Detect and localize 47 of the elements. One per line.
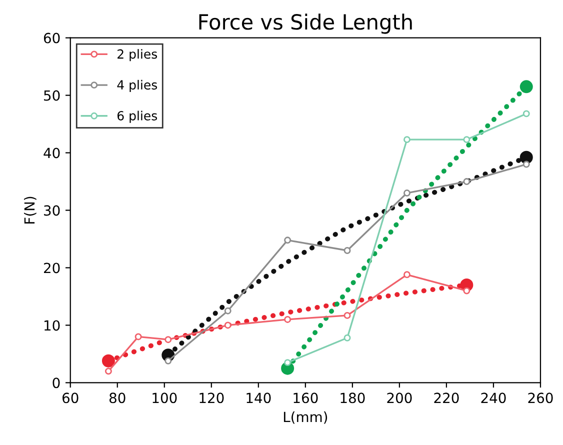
- point: [404, 271, 410, 278]
- legend-label: 4 plies: [117, 80, 158, 92]
- point: [284, 359, 292, 366]
- y-tick-label: 60: [44, 32, 60, 44]
- y-axis-title: F(N): [24, 196, 36, 224]
- point: [463, 287, 470, 294]
- point: [164, 336, 172, 344]
- x-tick-label: 120: [200, 392, 224, 404]
- point: [522, 160, 530, 168]
- y-tick-label: 0: [52, 378, 60, 388]
- x-tick-label: 240: [481, 392, 506, 404]
- y-tick-label: 10: [44, 320, 60, 331]
- point: [463, 178, 470, 185]
- point: [102, 354, 115, 368]
- point: [404, 190, 410, 196]
- x-tick-label: 180: [340, 392, 365, 404]
- point: [104, 368, 112, 375]
- x-tick-label: 160: [294, 392, 318, 404]
- x-tick-label: 60: [62, 392, 78, 404]
- point: [344, 334, 351, 342]
- x-tick-label: 220: [434, 392, 459, 404]
- x-tick-label: 100: [152, 392, 177, 404]
- point: [344, 312, 351, 319]
- x-axis-title: L(mm): [284, 411, 328, 424]
- x-tick-label: 200: [387, 392, 412, 404]
- point: [134, 333, 142, 340]
- point: [463, 136, 470, 144]
- y-tick-label: 40: [44, 148, 60, 158]
- x-tick-label: 80: [109, 392, 126, 404]
- x-tick-label: 260: [528, 392, 553, 404]
- point: [164, 357, 172, 364]
- point: [284, 316, 292, 323]
- point: [224, 322, 232, 329]
- y-tick-label: 30: [44, 205, 60, 216]
- y-tick-label: 50: [44, 90, 60, 101]
- x-tick-label: 140: [246, 392, 271, 404]
- point: [284, 236, 292, 244]
- point: [224, 307, 232, 314]
- point: [344, 247, 351, 254]
- point: [522, 110, 530, 118]
- point: [520, 150, 533, 164]
- legend-label: 2 plies: [118, 49, 158, 62]
- y-tick-label: 20: [44, 262, 60, 274]
- legend-label: 6 plies: [118, 110, 158, 123]
- point: [520, 80, 533, 94]
- point: [404, 136, 410, 144]
- chart-title: Force vs Side Length: [199, 14, 412, 34]
